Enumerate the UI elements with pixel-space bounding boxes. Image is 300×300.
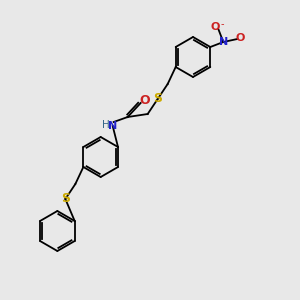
Text: H: H: [102, 120, 110, 130]
Text: O: O: [211, 22, 220, 32]
Text: O: O: [236, 33, 245, 43]
Text: N: N: [219, 37, 228, 47]
Text: O: O: [140, 94, 150, 107]
Text: N: N: [108, 121, 117, 131]
Text: -: -: [220, 19, 224, 29]
Text: S: S: [61, 193, 70, 206]
Text: S: S: [153, 92, 162, 106]
